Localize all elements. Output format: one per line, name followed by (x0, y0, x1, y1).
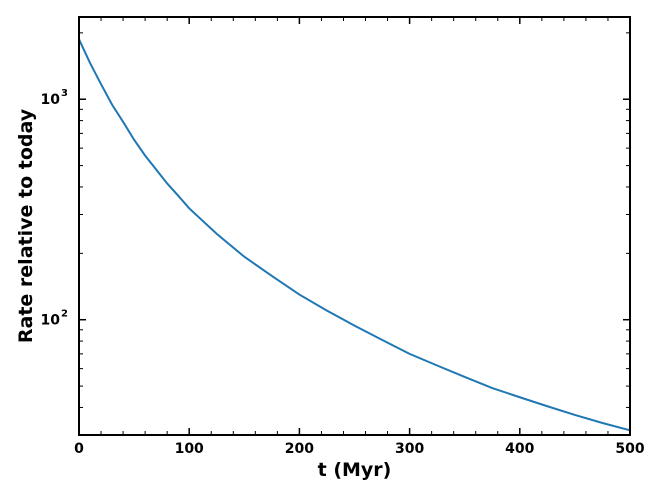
y-tick-exponent: 2 (61, 309, 68, 320)
x-tick-label: 300 (395, 441, 424, 457)
x-axis-label: t (Myr) (318, 459, 392, 481)
y-tick-label: 10 (41, 313, 61, 329)
y-tick-label: 10 (41, 92, 61, 108)
x-tick-label: 0 (74, 441, 84, 457)
x-tick-label: 200 (285, 441, 314, 457)
x-ticks: 0 100 200 300 400 500 (74, 17, 645, 457)
series-line (78, 38, 631, 432)
y-axis-label: Rate relative to today (15, 108, 37, 343)
x-tick-label: 500 (615, 441, 644, 457)
y-tick-exponent: 3 (61, 88, 68, 99)
plot-frame (78, 16, 631, 436)
x-tick-label: 100 (175, 441, 204, 457)
x-tick-label: 400 (505, 441, 534, 457)
plot-area (79, 17, 630, 435)
